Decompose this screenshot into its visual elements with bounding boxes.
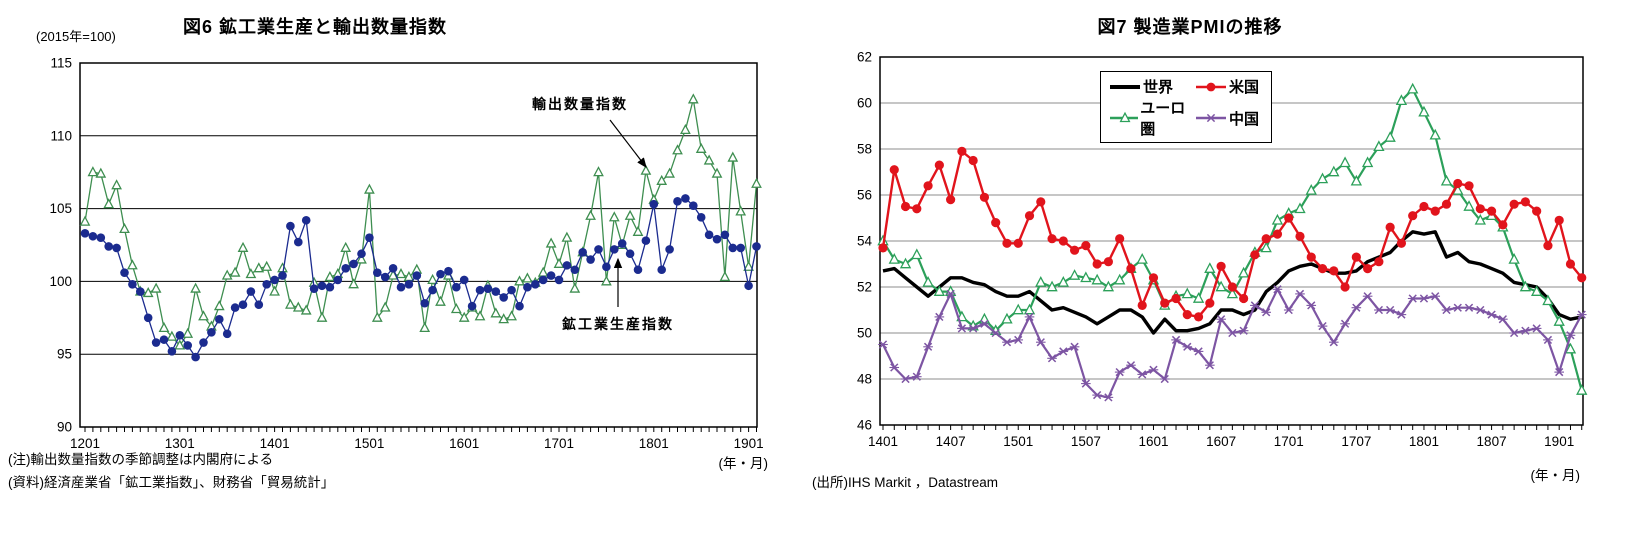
fig7-plot: 46 48 50 52 54 56 58 60 62 1401 1407 1501 1507 1601 16… — [857, 50, 1588, 449]
fig6-xtick-label: 1401 — [260, 436, 290, 451]
fig7-legend: 世界 米国 ユーロ圏 中国 — [1100, 71, 1272, 143]
fig7-ytick-label: 58 — [857, 142, 872, 157]
fig7-xtick-label: 1401 — [868, 434, 898, 449]
series-world — [882, 230, 1583, 335]
legend-item-us: 米国 — [1195, 76, 1259, 97]
fig6-xtick-label: 1501 — [354, 436, 384, 451]
fig6-note-2: (資料)経済産業省「鉱工業指数」、財務省「貿易統計」 — [8, 475, 335, 490]
export-arrow — [609, 119, 647, 168]
fig7-xtick-label: 1801 — [1409, 434, 1439, 449]
fig7-xtick-label: 1807 — [1477, 434, 1507, 449]
fig6-axis-unit-label: (年・月) — [718, 456, 769, 471]
legend-row-1: 世界 米国 — [1109, 76, 1263, 97]
series-china — [882, 288, 1583, 399]
legend-swatch-china — [1196, 113, 1226, 123]
legend-swatch-euro — [1110, 111, 1139, 123]
fig7-ytick-label: 50 — [857, 326, 872, 341]
fig6-xtick-label: 1201 — [70, 436, 100, 451]
fig6-note-1: (注)輸出数量指数の季節調整は内閣府による — [8, 452, 274, 467]
fig7-ytick-label: 54 — [857, 234, 873, 249]
fig6-ytick-label: 90 — [57, 420, 72, 435]
fig7-xtick-label: 1701 — [1274, 434, 1304, 449]
fig7-ytick-label: 48 — [857, 372, 872, 387]
fig7-source-note: (出所)IHS Markit ，Datastream — [812, 475, 999, 490]
fig6-xtick-label: 1301 — [165, 436, 195, 451]
legend-swatch-world — [1110, 84, 1140, 89]
legend-row-2: ユーロ圏 中国 — [1109, 97, 1263, 139]
fig6-y-unit-label: (2015年=100) — [36, 29, 116, 44]
fig6-ytick-label: 95 — [57, 347, 72, 362]
fig6-annotation-production-label: 鉱工業生産指数 — [562, 316, 674, 332]
fig7-xtick-label: 1707 — [1341, 434, 1371, 449]
fig7-ytick-label: 60 — [857, 96, 872, 111]
fig6-ytick-label: 115 — [50, 56, 72, 71]
fig7-ytick-label: 52 — [857, 280, 872, 295]
fig6-xtick-label: 1901 — [734, 436, 764, 451]
fig7-xtick-label: 1601 — [1138, 434, 1168, 449]
legend-swatch-us — [1196, 82, 1226, 91]
fig6-ytick-label: 105 — [49, 201, 72, 216]
legend-label-china: 中国 — [1229, 110, 1260, 128]
fig7-xtick-label: 1407 — [936, 434, 966, 449]
fig6-ytick-label: 100 — [49, 274, 72, 289]
fig6-xtick-label: 1701 — [544, 436, 574, 451]
legend-label-world: 世界 — [1143, 79, 1174, 96]
fig6-xtick-label: 1801 — [639, 436, 669, 451]
fig7-xtick-label: 1901 — [1544, 434, 1574, 449]
series-export-index — [84, 98, 758, 347]
legend-item-china: 中国 — [1195, 108, 1259, 129]
fig6-xtick-label: 1601 — [449, 436, 479, 451]
fig7-ytick-label: 62 — [857, 50, 872, 65]
legend-item-world: 世界 — [1109, 76, 1195, 97]
legend-item-euro: ユーロ圏 — [1109, 97, 1195, 139]
fig6-ytick-label: 110 — [50, 128, 72, 143]
fig7-ytick-label: 46 — [857, 418, 872, 433]
fig7-axis-unit-label: (年・月) — [1530, 468, 1581, 483]
legend-label-us: 米国 — [1229, 79, 1260, 96]
fig7-title: 図7 製造業PMIの推移 — [1097, 17, 1283, 37]
fig7-xtick-label: 1607 — [1206, 434, 1236, 449]
fig7-xtick-label: 1507 — [1071, 434, 1101, 449]
fig6-plot: 90 95 100 105 110 115 1201 1301 1401 1501 1601 1701… — [49, 56, 763, 452]
fig6-title: 図6 鉱工業生産と輸出数量指数 — [182, 17, 447, 37]
fig7-ytick-label: 56 — [857, 188, 872, 203]
legend-label-euro: ユーロ圏 — [1140, 100, 1186, 138]
fig6-annotation-export-label: 輸出数量指数 — [532, 96, 628, 112]
fig7-xtick-label: 1501 — [1003, 434, 1033, 449]
